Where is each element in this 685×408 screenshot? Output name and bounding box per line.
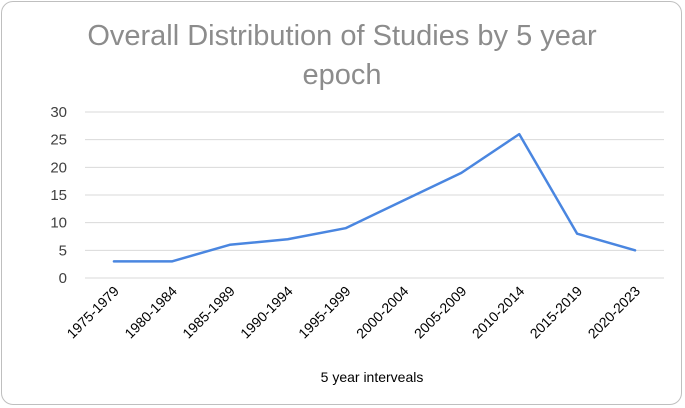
x-tick-label: 2000-2004 [353,283,412,342]
y-tick-label: 0 [59,270,67,287]
chart-title-line-1: Overall Distribution of Studies by 5 yea… [87,20,597,52]
x-tick-label: 2015-2019 [527,283,586,342]
x-tick-label: 2005-2009 [411,283,470,342]
x-tick-label: 1990-1994 [237,283,296,342]
chart-title-line-2: epoch [302,59,381,91]
y-tick-label: 25 [50,132,67,149]
x-tick-label: 2020-2023 [585,283,644,342]
series-layer [112,132,637,263]
x-axis-ticks: 1975-1979 1980-1984 1985-1989 1990-1994 1995… [63,283,643,342]
x-tick-label: 1985-1989 [179,283,238,342]
y-tick-label: 5 [59,242,67,259]
y-axis-ticks: 0 5 10 15 20 25 30 [50,104,67,287]
y-tick-label: 15 [50,187,67,204]
x-tick-label: 1980-1984 [121,283,180,342]
x-tick-label: 1975-1979 [63,283,122,342]
gridlines [85,111,664,279]
x-tick-label: 2010-2014 [469,283,528,342]
y-tick-label: 30 [50,104,67,121]
y-tick-label: 10 [50,215,67,232]
x-axis-label: 5 year interveals [321,369,424,385]
x-tick-label: 1995-1999 [295,283,354,342]
series-line-0 [112,132,637,263]
y-tick-label: 20 [50,159,67,176]
